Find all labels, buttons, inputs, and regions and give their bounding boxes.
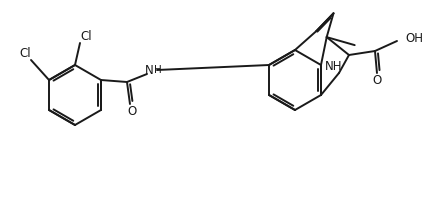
Text: Cl: Cl [80, 30, 92, 43]
Text: N: N [145, 64, 153, 76]
Text: O: O [372, 73, 382, 87]
Text: NH: NH [325, 60, 343, 72]
Text: OH: OH [405, 31, 423, 45]
Text: O: O [127, 105, 137, 117]
Text: Cl: Cl [19, 47, 31, 60]
Text: H: H [154, 65, 162, 75]
